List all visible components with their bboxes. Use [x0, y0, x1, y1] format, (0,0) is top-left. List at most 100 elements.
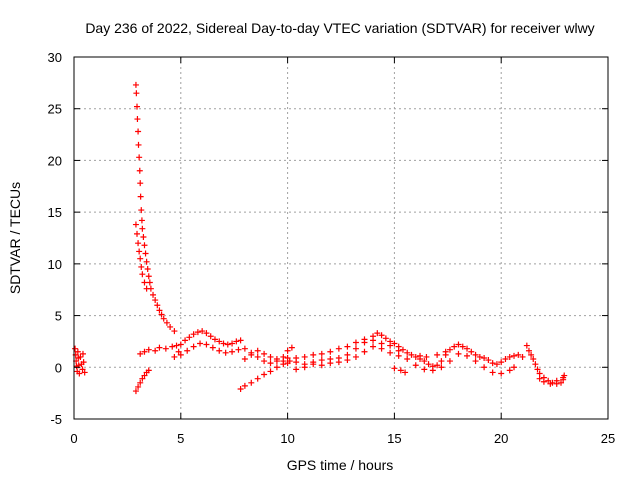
data-point: [248, 379, 255, 386]
data-point: [137, 379, 144, 386]
data-point: [203, 341, 210, 348]
data-point: [438, 358, 445, 365]
data-point: [140, 233, 147, 240]
data-point: [532, 361, 539, 368]
data-point: [248, 351, 255, 358]
data-point: [80, 359, 87, 366]
data-point: [237, 337, 244, 344]
data-point: [135, 240, 142, 247]
data-point: [288, 344, 295, 351]
data-point: [72, 345, 79, 352]
data-point: [378, 332, 385, 339]
data-point: [135, 128, 142, 135]
data-point: [374, 330, 381, 337]
data-point: [199, 328, 206, 335]
data-point: [135, 383, 142, 390]
data-point: [190, 331, 197, 338]
data-point: [540, 378, 547, 385]
data-point: [352, 345, 359, 352]
data-point: [138, 217, 145, 224]
data-point: [141, 242, 148, 249]
data-point: [284, 360, 291, 367]
data-point: [137, 350, 144, 357]
data-point: [519, 353, 526, 360]
data-point: [143, 285, 150, 292]
data-point: [152, 297, 159, 304]
data-point: [229, 340, 236, 347]
data-point: [237, 386, 244, 393]
data-point: [553, 377, 560, 384]
data-point: [429, 367, 436, 374]
data-point: [397, 367, 404, 374]
data-point: [273, 356, 280, 363]
data-point: [481, 364, 488, 371]
data-point: [464, 345, 471, 352]
data-point: [211, 336, 218, 343]
data-point: [310, 361, 317, 368]
data-point: [412, 353, 419, 360]
data-point: [511, 352, 518, 359]
data-point: [472, 358, 479, 365]
data-point: [139, 271, 146, 278]
data-point: [318, 357, 325, 364]
data-point: [404, 356, 411, 363]
data-point: [534, 366, 541, 373]
data-point: [134, 116, 141, 123]
data-point: [171, 353, 178, 360]
data-point: [154, 302, 161, 309]
grid: [74, 57, 608, 419]
data-point: [391, 365, 398, 372]
data-point: [442, 348, 449, 355]
data-point: [261, 358, 268, 365]
data-point: [335, 359, 342, 366]
data-point: [352, 339, 359, 346]
data-point: [145, 346, 152, 353]
data-point: [481, 354, 488, 361]
data-point: [421, 366, 428, 373]
data-point: [144, 266, 151, 273]
data-point: [560, 374, 567, 381]
data-point: [327, 348, 334, 355]
data-point: [382, 335, 389, 342]
data-point: [162, 345, 169, 352]
data-point: [233, 338, 240, 345]
data-point: [182, 337, 189, 344]
y-tick-label: 20: [48, 153, 62, 168]
data-point: [177, 351, 184, 358]
data-point: [402, 369, 409, 376]
data-point: [293, 354, 300, 361]
data-point: [138, 207, 145, 214]
data-point: [177, 341, 184, 348]
data-point: [515, 351, 522, 358]
y-tick-label: 15: [48, 205, 62, 220]
y-axis-label: SDTVAR / TECUs: [7, 182, 23, 294]
data-point: [399, 346, 406, 353]
data-point: [261, 371, 268, 378]
x-tick-label: 10: [280, 431, 294, 446]
data-point: [207, 333, 214, 340]
data-point: [506, 367, 513, 374]
data-point: [241, 345, 248, 352]
data-point: [293, 366, 300, 373]
data-point: [254, 353, 261, 360]
data-point: [502, 356, 509, 363]
y-tick-label: 30: [48, 50, 62, 65]
x-tick-label: 15: [387, 431, 401, 446]
data-point: [203, 330, 210, 337]
data-point: [506, 353, 513, 360]
data-point: [137, 193, 144, 200]
data-point: [446, 346, 453, 353]
data-point: [327, 360, 334, 367]
data-point: [222, 349, 229, 356]
chart-title: Day 236 of 2022, Sidereal Day-to-day VTE…: [85, 20, 594, 36]
data-point: [493, 361, 500, 368]
data-point: [136, 167, 143, 174]
data-point: [370, 337, 377, 344]
data-point: [79, 350, 86, 357]
data-point: [468, 348, 475, 355]
data-point: [209, 344, 216, 351]
data-point: [344, 357, 351, 364]
data-point: [141, 279, 148, 286]
data-point: [152, 347, 159, 354]
data-point: [361, 348, 368, 355]
